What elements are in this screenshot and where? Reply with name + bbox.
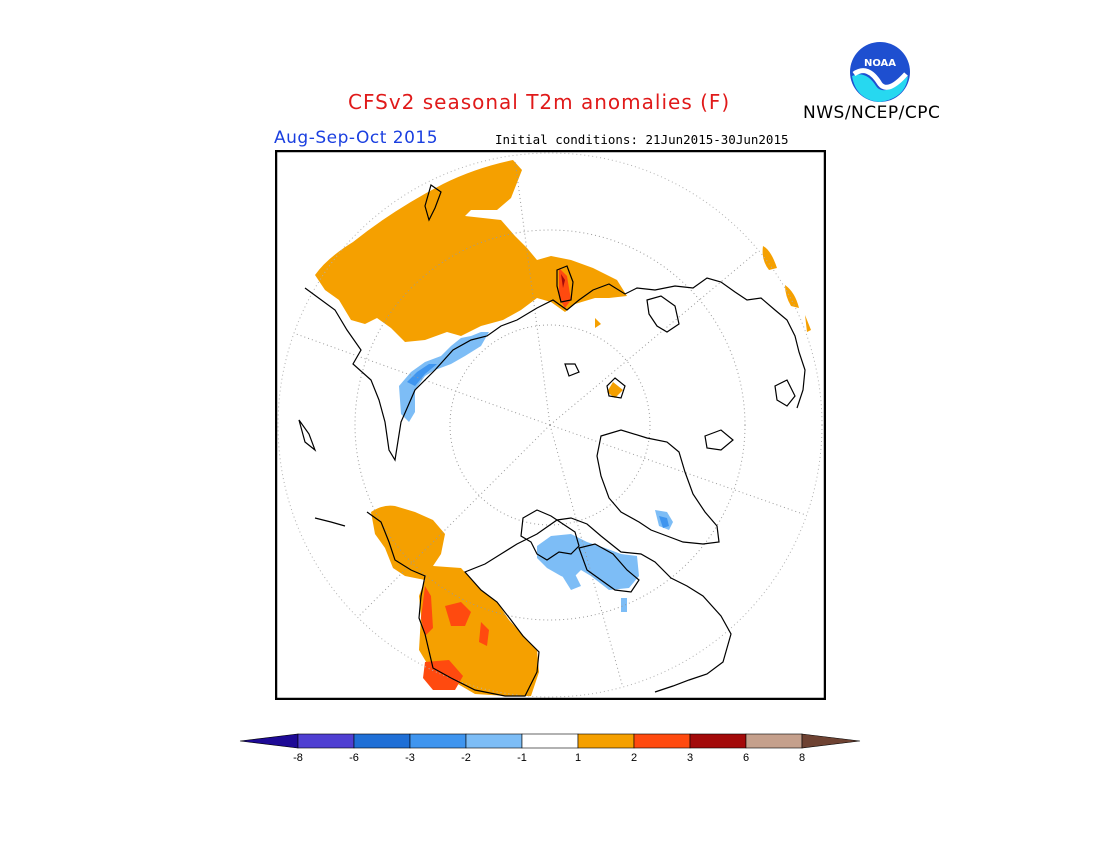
anomaly-siberia-red	[561, 274, 565, 288]
legend-tick-label: -1	[517, 752, 527, 764]
coast-baffin	[578, 543, 640, 593]
coast-uk	[774, 379, 796, 407]
legend-tick-label: -8	[293, 752, 303, 764]
legend-swatch	[521, 733, 579, 749]
legend-tick-label: -6	[349, 752, 359, 764]
legend-tick-label: 1	[575, 752, 581, 764]
coast-kamchatka	[298, 419, 317, 452]
coast-eurasia	[304, 277, 806, 462]
anomaly-island-2	[595, 318, 601, 328]
anomaly-canada-hot-2	[445, 602, 471, 626]
legend-swatch	[689, 733, 747, 749]
meridian	[549, 424, 626, 696]
coast-franz-josef	[564, 363, 580, 377]
coast-taimyr-island	[424, 184, 442, 222]
coast-novaya-zemlya	[556, 265, 574, 303]
anomaly-fills	[315, 160, 811, 696]
anomaly-baffin-cool	[621, 598, 627, 612]
anomaly-kara-cool-deep	[407, 364, 437, 386]
coast-greenland	[596, 429, 720, 545]
logo-wave	[852, 74, 908, 102]
legend-tick-label: -2	[461, 752, 471, 764]
anomaly-canada-warm	[371, 505, 539, 696]
legend-swatch	[745, 733, 803, 749]
anomaly-far-east-2	[805, 315, 811, 332]
legend-arrow-high	[801, 733, 861, 749]
legend-tick-label: -3	[405, 752, 415, 764]
legend-swatch	[297, 733, 355, 749]
legend-swatch	[633, 733, 691, 749]
meridian	[284, 329, 551, 426]
coastlines	[298, 184, 806, 697]
map-horizon	[277, 152, 823, 698]
legend-swatch	[577, 733, 635, 749]
coast-svalbard	[606, 377, 626, 399]
logo-gull	[852, 68, 908, 90]
map-frame	[275, 150, 826, 700]
anomaly-greenland-cool-deep	[659, 516, 669, 528]
legend: -8 -6 -3 -2 -1 1 2 3 6 8	[239, 733, 861, 764]
agency-label: NWS/NCEP/CPC	[803, 103, 941, 123]
coast-alaska-islands	[314, 517, 346, 527]
legend-tick-label: 2	[631, 752, 637, 764]
season-label: Aug-Sep-Oct 2015	[274, 128, 439, 148]
anomaly-siberia	[315, 160, 627, 342]
anomaly-canada-hot-3	[479, 622, 489, 646]
coast-scandinavia	[646, 295, 680, 333]
noaa-logo: NOAA	[850, 42, 910, 102]
initial-conditions-label: Initial conditions: 21Jun2015-30Jun2015	[495, 132, 789, 147]
anomaly-island-1	[607, 382, 623, 398]
coast-iceland	[704, 429, 734, 451]
meridian	[549, 244, 766, 426]
polar-map	[275, 150, 826, 700]
parallel-70n	[354, 229, 746, 621]
meridian	[514, 159, 551, 426]
coast-north-america	[366, 511, 732, 697]
anomaly-siberia-east	[762, 246, 777, 270]
anomaly-archipelago-cool-2	[561, 574, 581, 590]
anomaly-far-east-1	[785, 285, 799, 308]
legend-swatch	[409, 733, 467, 749]
anomaly-kara-cool	[399, 332, 489, 422]
legend-swatch	[353, 733, 411, 749]
legend-tick-label: 6	[743, 752, 749, 764]
legend-tick-label: 8	[799, 752, 805, 764]
legend-swatch	[465, 733, 523, 749]
logo-text: NOAA	[864, 58, 896, 69]
anomaly-canada-hot-1	[421, 586, 433, 636]
chart-title: CFSv2 seasonal T2m anomalies (F)	[348, 90, 731, 114]
legend-arrow-low	[239, 733, 299, 749]
coast-archipelago	[520, 509, 580, 561]
legend-tick-label: 3	[687, 752, 693, 764]
